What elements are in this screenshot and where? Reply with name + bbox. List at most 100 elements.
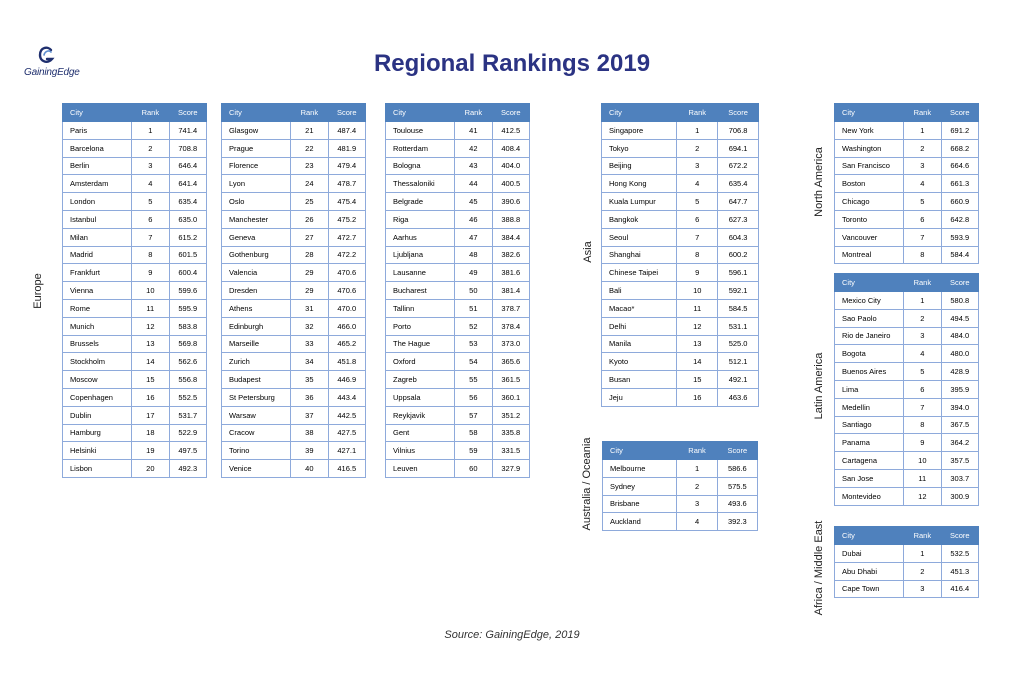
rank-cell: 54 <box>454 352 493 372</box>
rank-cell: 2 <box>903 308 942 328</box>
score-cell: 327.9 <box>491 459 531 478</box>
score-cell: 646.4 <box>168 156 208 176</box>
rank-cell: 57 <box>454 405 493 425</box>
city-cell: Helsinki <box>61 441 133 461</box>
city-cell: Shanghai <box>600 245 678 265</box>
city-cell: Bogota <box>833 344 905 364</box>
table-row: New York 1 691.2 <box>833 121 980 140</box>
score-cell: 365.6 <box>491 352 531 372</box>
rank-cell: 8 <box>131 245 170 265</box>
table-row: Paris 1 741.4 <box>61 121 208 140</box>
rank-cell: 47 <box>454 227 493 247</box>
score-cell: 427.5 <box>327 423 367 443</box>
city-cell: Rome <box>61 298 133 318</box>
table-row: Boston 4 661.3 <box>833 174 980 194</box>
column-header-score: Score <box>940 273 980 292</box>
rank-cell: 7 <box>131 227 170 247</box>
rank-cell: 6 <box>676 209 719 229</box>
column-header-rank: Rank <box>676 441 718 460</box>
score-cell: 525.0 <box>717 334 759 354</box>
rank-cell: 7 <box>903 227 942 247</box>
score-cell: 364.2 <box>940 433 980 453</box>
gainingedge-logo: GainingEdge <box>22 46 92 80</box>
score-cell: 360.1 <box>491 387 531 407</box>
city-cell: Toronto <box>833 209 905 229</box>
rank-cell: 9 <box>676 263 719 283</box>
rank-cell: 52 <box>454 316 493 336</box>
rank-cell: 36 <box>290 387 329 407</box>
table-row: Vilnius 59 331.5 <box>384 441 531 461</box>
table-row: Santiago 8 367.5 <box>833 415 980 435</box>
score-cell: 463.6 <box>717 387 759 407</box>
score-cell: 708.8 <box>168 138 208 158</box>
city-cell: Mexico City <box>833 291 905 310</box>
city-cell: Valencia <box>220 263 292 283</box>
city-cell: Rio de Janeiro <box>833 326 905 346</box>
table-row: Munich 12 583.8 <box>61 316 208 336</box>
table-row: Delhi 12 531.1 <box>600 316 759 336</box>
city-cell: Macao* <box>600 298 678 318</box>
score-cell: 303.7 <box>940 468 980 488</box>
score-cell: 428.9 <box>940 362 980 381</box>
score-cell: 388.8 <box>491 209 531 229</box>
rank-cell: 10 <box>131 281 170 300</box>
city-cell: Glasgow <box>220 121 292 140</box>
rank-cell: 15 <box>131 370 170 389</box>
city-cell: Amsterdam <box>61 174 133 194</box>
rank-cell: 2 <box>131 138 170 158</box>
score-cell: 580.8 <box>940 291 980 310</box>
rank-cell: 3 <box>131 156 170 176</box>
score-cell: 494.5 <box>940 308 980 328</box>
rank-cell: 19 <box>131 441 170 461</box>
rank-cell: 4 <box>903 344 942 364</box>
score-cell: 479.4 <box>327 156 367 176</box>
rankings-table-north-america: City Rank Score New York 1 691.2 Washington 2 66… <box>833 103 980 265</box>
score-cell: 382.6 <box>491 245 531 265</box>
city-cell: Venice <box>220 459 292 478</box>
column-header-score: Score <box>717 103 759 122</box>
score-cell: 416.4 <box>940 579 980 599</box>
rank-cell: 17 <box>131 405 170 425</box>
rank-cell: 12 <box>903 486 942 506</box>
rank-cell: 23 <box>290 156 329 176</box>
rank-cell: 2 <box>676 476 718 496</box>
table-row: Vienna 10 599.6 <box>61 281 208 300</box>
score-cell: 562.6 <box>168 352 208 372</box>
table-row: Oxford 54 365.6 <box>384 352 531 372</box>
table-header-row: City Rank Score <box>601 441 759 460</box>
table-row: Panama 9 364.2 <box>833 433 980 453</box>
rank-cell: 4 <box>676 174 719 194</box>
column-header-city: City <box>833 273 905 292</box>
score-cell: 601.5 <box>168 245 208 265</box>
score-cell: 627.3 <box>717 209 759 229</box>
table-row: Warsaw 37 442.5 <box>220 405 367 425</box>
rank-cell: 50 <box>454 281 493 300</box>
table-row: Berlin 3 646.4 <box>61 156 208 176</box>
rank-cell: 11 <box>131 298 170 318</box>
rankings-table-europe-2: City Rank Score Glasgow 21 487.4 Prague 22 481.9… <box>220 103 367 478</box>
city-cell: Santiago <box>833 415 905 435</box>
score-cell: 361.5 <box>491 370 531 389</box>
city-cell: Kyoto <box>600 352 678 372</box>
table-row: Shanghai 8 600.2 <box>600 245 759 265</box>
table-row: Amsterdam 4 641.4 <box>61 174 208 194</box>
table-row: Barcelona 2 708.8 <box>61 138 208 158</box>
score-cell: 390.6 <box>491 192 531 211</box>
rank-cell: 16 <box>131 387 170 407</box>
table-row: Rotterdam 42 408.4 <box>384 138 531 158</box>
rankings-table-africa-middle-east: City Rank Score Dubai 1 532.5 Abu Dhabi 2 451.3 C… <box>833 526 980 599</box>
city-cell: Auckland <box>601 512 678 532</box>
score-cell: 357.5 <box>940 451 980 470</box>
table-row: Tokyo 2 694.1 <box>600 138 759 158</box>
score-cell: 600.4 <box>168 263 208 283</box>
table-row: Zurich 34 451.8 <box>220 352 367 372</box>
score-cell: 552.5 <box>168 387 208 407</box>
table-row: Belgrade 45 390.6 <box>384 192 531 211</box>
g-swirl-logo-icon <box>38 46 55 63</box>
rank-cell: 60 <box>454 459 493 478</box>
rank-cell: 5 <box>676 192 719 211</box>
rankings-table-europe-3: City Rank Score Toulouse 41 412.5 Rotterdam 42 4… <box>384 103 531 478</box>
score-cell: 635.4 <box>717 174 759 194</box>
rank-cell: 38 <box>290 423 329 443</box>
city-cell: Paris <box>61 121 133 140</box>
